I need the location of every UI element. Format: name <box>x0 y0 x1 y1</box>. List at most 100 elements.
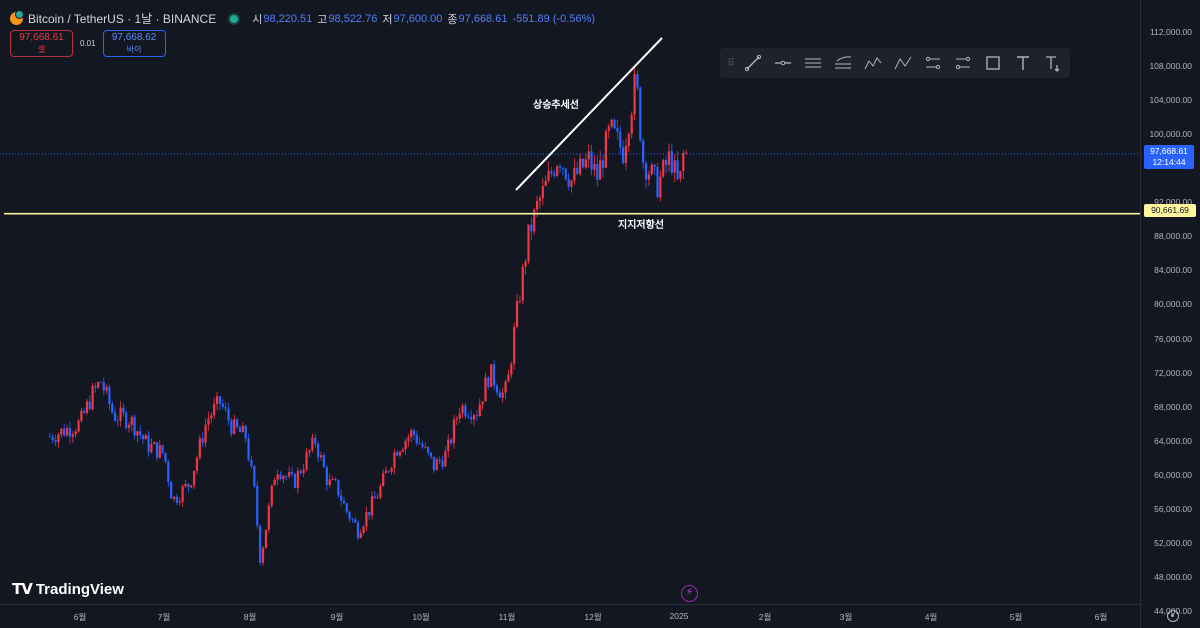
parallel-channel-icon[interactable] <box>798 50 828 76</box>
candle <box>215 391 219 410</box>
candle <box>340 489 343 506</box>
candle <box>685 149 688 155</box>
candle <box>396 449 399 457</box>
candle <box>85 399 89 416</box>
candle <box>533 207 536 235</box>
candle <box>373 490 376 499</box>
time-tick-label: 5월 <box>1009 612 1023 622</box>
ohlc-close-label: 종 <box>447 13 458 26</box>
fib-retracement-icon[interactable] <box>828 50 858 76</box>
candle <box>464 402 467 419</box>
candle <box>319 451 323 461</box>
candle <box>233 414 236 435</box>
date-range-icon[interactable] <box>918 50 948 76</box>
text-icon[interactable] <box>1008 50 1038 76</box>
candle <box>441 455 444 470</box>
current-price-badge: 97,668.61 12:14:44 <box>1144 145 1194 169</box>
candle <box>550 166 553 178</box>
candle <box>662 158 665 179</box>
candle <box>116 415 119 427</box>
candle <box>541 178 544 206</box>
candle <box>573 158 576 185</box>
candle <box>187 483 190 493</box>
price-axis[interactable]: 112,000.00 108,000.00 104,000.00 100,000.00… <box>1140 0 1200 628</box>
time-axis[interactable]: 6월 7월 8월 9월 10월 11월 12월 2025 2월 3월 4월 5월 6월 <box>0 604 1140 628</box>
candle <box>579 153 582 177</box>
ohlc-low-label: 저 <box>382 13 393 26</box>
axis-settings-icon[interactable] <box>1167 610 1179 622</box>
sell-price: 97,668.61 <box>19 32 64 43</box>
candle <box>250 456 253 469</box>
candle <box>108 383 111 410</box>
candle <box>130 415 133 432</box>
candle <box>607 123 610 139</box>
support-annotation[interactable]: 지지저항선 <box>618 220 664 231</box>
support-price-badge: 90,661.69 <box>1144 204 1196 217</box>
price-tick-label: 108,000.00 <box>1149 61 1192 72</box>
ohlc-low-value: 97,600.00 <box>393 12 443 25</box>
rectangle-icon[interactable] <box>978 50 1008 76</box>
uptrend-line[interactable] <box>515 37 663 191</box>
horizontal-ray-icon[interactable] <box>768 50 798 76</box>
price-tick-label: 68,000.00 <box>1154 401 1192 412</box>
candle <box>444 446 447 468</box>
grip-icon[interactable]: ⠿ <box>727 57 735 69</box>
price-chart[interactable] <box>0 0 1140 604</box>
candle <box>181 484 184 508</box>
candle <box>495 383 499 396</box>
time-tick-label: 9월 <box>330 612 344 622</box>
candle <box>490 364 493 388</box>
candle <box>653 163 656 175</box>
tradingview-logo[interactable]: 𝗧𝗩 TradingView <box>12 580 124 599</box>
candle <box>328 473 331 488</box>
price-range-icon[interactable] <box>948 50 978 76</box>
sell-button[interactable]: 97,668.61 셀 <box>10 30 73 57</box>
candle <box>139 425 142 440</box>
event-flash-icon[interactable]: ⚡ <box>681 585 698 602</box>
candle <box>521 263 524 305</box>
spread-value: 0.01 <box>80 39 96 48</box>
candle <box>133 414 136 440</box>
drawing-toolbar: ⠿ <box>720 48 1070 78</box>
candle <box>253 464 256 489</box>
candle <box>561 166 564 176</box>
xabcd-pattern-icon[interactable] <box>858 50 888 76</box>
candle <box>435 457 438 471</box>
candle <box>593 155 596 177</box>
price-tick-label: 80,000.00 <box>1154 299 1192 310</box>
candle <box>513 322 516 370</box>
candle <box>230 418 233 438</box>
candle <box>682 149 685 180</box>
candle <box>452 414 456 449</box>
candle <box>190 484 193 489</box>
trend-line-icon[interactable] <box>738 50 768 76</box>
candle <box>178 497 181 506</box>
chart-header: Bitcoin / TetherUS · 1날 · BINANCE 시 98,2… <box>0 0 1140 57</box>
candle <box>504 379 507 399</box>
price-tick-label: 72,000.00 <box>1154 367 1192 378</box>
candle <box>167 459 170 487</box>
candle <box>227 402 230 426</box>
candle <box>288 466 291 479</box>
sell-label: 셀 <box>37 45 46 54</box>
candle <box>527 224 530 265</box>
candle <box>314 434 317 448</box>
candle <box>642 137 645 170</box>
symbol-title[interactable]: Bitcoin / TetherUS · 1날 · BINANCE <box>28 12 217 26</box>
time-tick-label: 6월 <box>73 612 87 622</box>
candle <box>322 452 326 468</box>
text-note-icon[interactable] <box>1038 50 1068 76</box>
candle <box>501 387 504 403</box>
candle <box>659 170 662 202</box>
candle <box>644 160 648 189</box>
candle <box>412 428 416 441</box>
market-status-icon[interactable] <box>230 14 239 23</box>
candle <box>267 502 270 533</box>
abcd-pattern-icon[interactable] <box>888 50 918 76</box>
candle <box>264 529 268 549</box>
candle <box>119 401 122 427</box>
candle <box>558 163 562 173</box>
candle <box>393 448 396 475</box>
buy-button[interactable]: 97,668.62 바이 <box>102 30 166 57</box>
uptrend-annotation[interactable]: 상승추세선 <box>533 100 579 111</box>
